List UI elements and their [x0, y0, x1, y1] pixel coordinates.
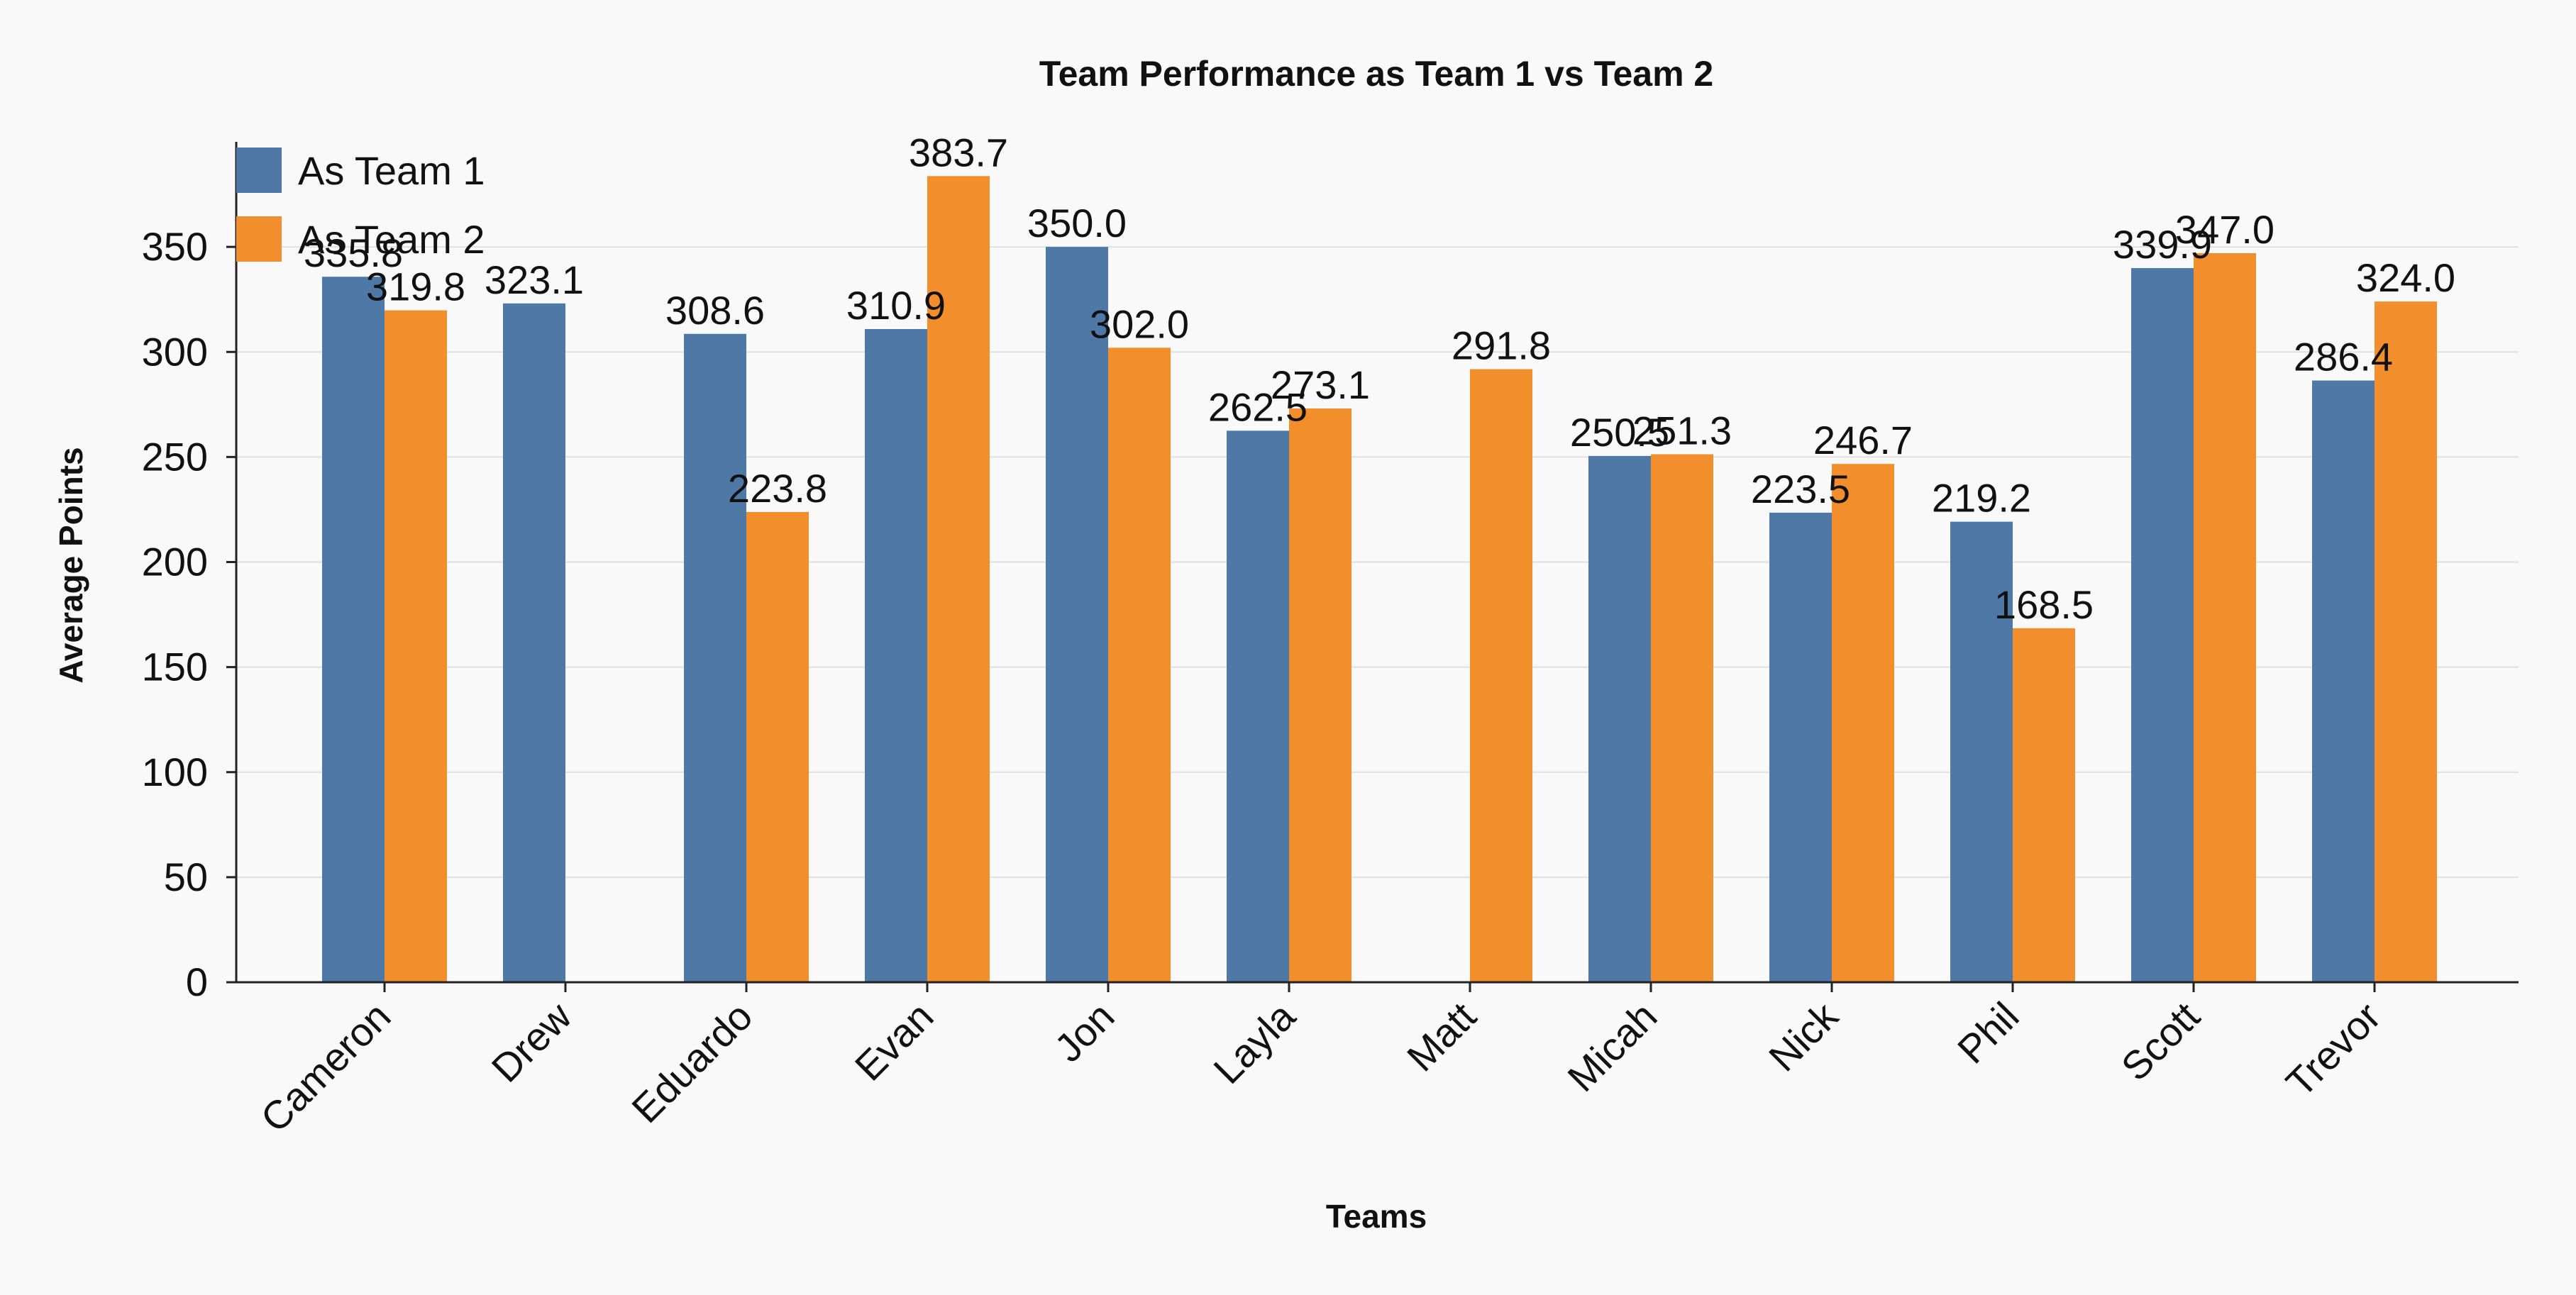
bar-value-label: 347.0	[2175, 207, 2274, 252]
bar-value-label: 335.8	[304, 230, 403, 275]
bar-value-label: 319.8	[366, 265, 465, 309]
legend-swatch-team2	[236, 216, 282, 262]
bar-team1-drew	[503, 303, 565, 982]
bar-value-label: 308.6	[665, 288, 765, 333]
y-tick-label: 100	[142, 750, 208, 794]
bar-team1-trevor	[2312, 380, 2375, 982]
bar-team2-nick	[1832, 464, 1894, 982]
chart-title: Team Performance as Team 1 vs Team 2	[1039, 54, 1714, 94]
y-axis-label: Average Points	[52, 447, 89, 683]
y-tick-label: 200	[142, 540, 208, 584]
y-tick-label: 150	[142, 645, 208, 689]
bar-team1-phil	[1950, 521, 2013, 982]
bar-team2-trevor	[2375, 301, 2437, 982]
bar-value-label: 302.0	[1090, 301, 1189, 346]
bar-value-label: 383.7	[909, 130, 1008, 174]
bar-team2-scott	[2194, 253, 2256, 983]
y-tick-label: 0	[186, 960, 208, 1004]
bar-value-label: 323.1	[485, 257, 584, 302]
bar-team1-eduardo	[684, 333, 746, 983]
legend-swatch-team1	[236, 148, 282, 193]
bar-value-label: 168.5	[1994, 582, 2094, 627]
y-tick-label: 300	[142, 329, 208, 374]
bar-value-label: 223.8	[728, 466, 827, 511]
bar-value-label: 251.3	[1632, 408, 1732, 453]
bar-value-label: 246.7	[1813, 418, 1913, 462]
bar-value-label: 219.2	[1932, 476, 2031, 521]
bar-value-label: 223.5	[1751, 467, 1850, 511]
bar-value-label: 286.4	[2294, 335, 2393, 379]
bar-value-label: 339.9	[2113, 222, 2212, 267]
bars	[322, 176, 2437, 983]
bar-team2-cameron	[385, 310, 447, 982]
bar-team1-scott	[2131, 268, 2194, 982]
x-axis-label: Teams	[1326, 1198, 1427, 1235]
bar-team2-eduardo	[746, 511, 809, 982]
bar-value-label: 273.1	[1271, 362, 1370, 407]
bar-team1-nick	[1769, 512, 1832, 982]
bar-team2-matt	[1470, 369, 1532, 982]
bar-value-label: 324.0	[2356, 255, 2455, 300]
bar-value-label: 262.5	[1208, 384, 1308, 429]
bar-team1-micah	[1588, 455, 1651, 982]
y-tick-label: 50	[164, 855, 208, 899]
legend-label-team1: As Team 1	[298, 148, 485, 193]
bar-value-label: 310.9	[846, 283, 946, 328]
bar-team1-evan	[865, 328, 927, 982]
bar-team1-jon	[1046, 247, 1108, 982]
bar-value-label: 350.0	[1027, 201, 1127, 245]
bar-team2-micah	[1651, 454, 1713, 982]
bar-team2-phil	[2013, 628, 2075, 982]
bar-team1-cameron	[322, 277, 385, 982]
bar-team1-layla	[1227, 430, 1289, 982]
bar-value-label: 250.5	[1570, 410, 1669, 455]
y-tick-label: 250	[142, 434, 208, 479]
bar-value-label: 291.8	[1452, 323, 1551, 368]
legend-label-team2: As Team 2	[298, 217, 485, 262]
y-tick-label: 350	[142, 224, 208, 269]
bar-team2-layla	[1289, 408, 1351, 982]
legend: As Team 1 As Team 2	[236, 148, 485, 262]
bar-team2-evan	[927, 176, 990, 982]
bar-team2-jon	[1108, 348, 1171, 982]
